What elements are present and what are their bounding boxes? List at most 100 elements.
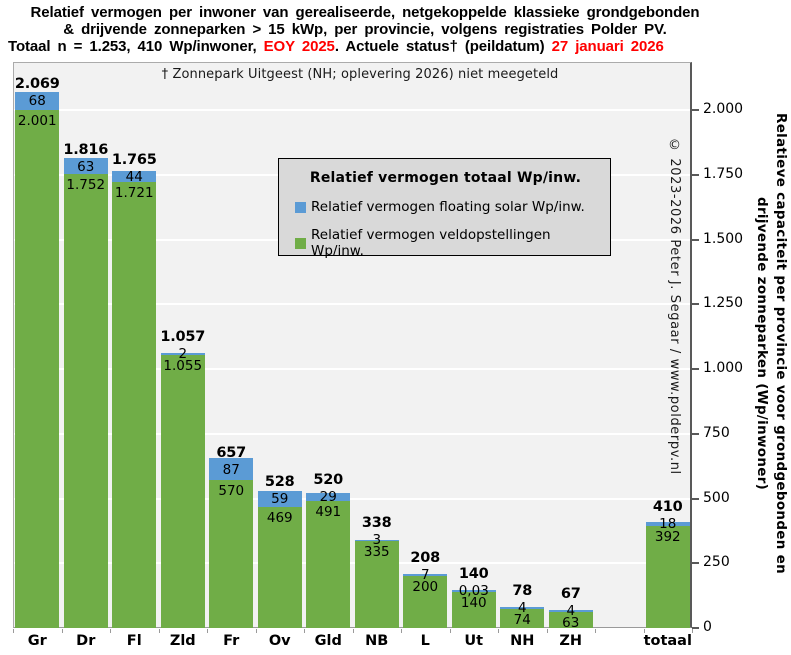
x-label-L: L	[420, 633, 430, 649]
bar-Zld-veld	[160, 354, 205, 628]
bar-Fr-veld-label: 570	[218, 483, 245, 500]
bar-totaal-veld-label: 392	[654, 529, 681, 546]
x-boundary-tick-8	[401, 629, 402, 633]
y-tick-mark-500	[692, 497, 699, 500]
bar-NH-floating-label: 4	[517, 600, 527, 617]
bar-Ov-total-label: 528	[264, 473, 295, 490]
legend-item-floating: Relatief vermogen floating solar Wp/inw.	[295, 199, 596, 215]
bar-L-floating	[403, 574, 448, 577]
x-boundary-tick-5	[255, 629, 257, 633]
bar-Dr-veld-label: 1.752	[66, 177, 106, 194]
bar-Dr-total-label: 1.816	[63, 141, 109, 158]
title-line-2: & drijvende zonneparken > 15 kWp, per pr…	[63, 21, 667, 38]
bar-Ut-floating	[451, 590, 496, 592]
bar-NH-veld-label: 74	[513, 611, 531, 628]
y-tick-label-1.750: 1.750	[703, 165, 744, 182]
x-boundary-tick-12	[595, 629, 596, 633]
bar-Dr-floating	[63, 157, 108, 175]
x-boundary-tick-6	[304, 629, 305, 633]
x-boundary-tick-10	[498, 629, 499, 633]
y-tick-label-1.500: 1.500	[703, 230, 744, 247]
bar-Dr-floating-label: 63	[77, 158, 95, 175]
y-tick-label-0: 0	[703, 619, 712, 635]
bar-totaal-total-label: 410	[652, 499, 683, 516]
y-axis-title-line-2: drijvende zonneparken (Wp/inwoner)	[754, 197, 770, 491]
bar-Ut-veld	[451, 591, 496, 628]
x-boundary-tick-3	[158, 629, 160, 633]
bar-NB-floating	[354, 539, 399, 542]
bar-L-floating-label: 7	[420, 567, 430, 584]
bar-NH-veld	[500, 608, 545, 628]
x-label-Ov: Ov	[268, 633, 291, 649]
y-tick-mark-1.500	[692, 238, 699, 241]
bar-Ov-floating	[257, 491, 302, 507]
x-label-ZH: ZH	[559, 633, 583, 649]
chart-title: Relatief vermogen per inwoner van gereal…	[8, 4, 722, 55]
x-boundary-tick-2	[110, 629, 111, 633]
bar-L-total-label: 208	[410, 550, 441, 567]
bar-Fl-veld-label: 1.721	[114, 185, 154, 202]
bar-ZH-floating-label: 4	[566, 602, 576, 619]
legend-title: Relatief vermogen totaal Wp/inw.	[309, 170, 582, 186]
title-line-1: Relatief vermogen per inwoner van gereal…	[30, 4, 700, 21]
footnote: † Zonnepark Uitgeest (NH; oplevering 202…	[161, 67, 559, 82]
bar-Gr-total-label: 2.069	[14, 76, 60, 93]
x-label-NH: NH	[510, 633, 535, 649]
y-tick-mark-0	[692, 627, 699, 629]
x-label-Gr: Gr	[27, 633, 47, 649]
bar-L-veld-label: 200	[412, 579, 439, 596]
bar-Fl-veld	[112, 182, 157, 628]
y-tick-mark-2.000	[692, 109, 699, 111]
x-boundary-tick-4	[207, 629, 208, 633]
bar-Fl-floating-label: 44	[125, 168, 143, 185]
y-axis-title-line-1: Relatieve capaciteit per provincie voor …	[773, 113, 789, 575]
bar-Ov-floating-label: 59	[271, 490, 289, 507]
legend-swatch-floating-icon	[295, 201, 306, 213]
x-label-NB: NB	[365, 633, 389, 649]
bar-totaal-veld	[645, 526, 690, 628]
bar-Dr-veld	[63, 174, 108, 628]
bar-Gld-veld	[306, 500, 351, 628]
bar-NH-floating	[500, 607, 545, 609]
y-tick-mark-1.750	[692, 173, 699, 176]
bar-Ut-floating-label: 0,03	[458, 582, 489, 599]
bar-Ov-veld-label: 469	[266, 509, 293, 526]
y-tick-mark-1.000	[692, 368, 699, 370]
x-label-totaal: totaal	[643, 633, 692, 649]
bar-NB-veld-label: 335	[363, 544, 390, 561]
x-boundary-tick-7	[352, 629, 354, 633]
y-tick-mark-1.250	[692, 303, 699, 306]
y-tick-label-500: 500	[703, 489, 730, 506]
title-line-3-part-1: EOY 2025	[263, 38, 335, 55]
title-line-3-part-0: Totaal n = 1.253, 410 Wp/inwoner,	[8, 38, 264, 55]
bar-ZH-total-label: 67	[560, 585, 581, 602]
title-line-3-part-2: . Actuele status† (peildatum)	[334, 38, 552, 55]
bar-Zld-total-label: 1.057	[160, 329, 206, 345]
gridline-1000	[14, 368, 690, 370]
bar-Zld-veld-label: 1.055	[163, 357, 203, 374]
bar-Fr-floating	[209, 457, 254, 481]
bar-Gr-veld	[15, 109, 60, 628]
bar-Gr-floating	[15, 92, 60, 110]
x-boundary-tick-0	[13, 629, 14, 633]
bar-totaal-floating-label: 18	[659, 516, 677, 533]
x-label-Dr: Dr	[76, 633, 96, 649]
y-tick-label-250: 250	[703, 554, 730, 571]
y-tick-label-2.000: 2.000	[703, 101, 744, 117]
gridline-2000	[14, 109, 690, 111]
bar-Gr-floating-label: 68	[28, 93, 46, 110]
x-label-Fl: Fl	[126, 633, 142, 649]
bar-totaal-floating	[645, 521, 690, 527]
bar-L-veld	[403, 576, 448, 628]
title-line-3: Totaal n = 1.253, 410 Wp/inwoner, EOY 20…	[8, 38, 722, 55]
legend-swatch-veld-icon	[295, 237, 306, 249]
copyright: © 2023-2026 Peter J. Segaar / www.polder…	[667, 138, 682, 475]
bar-Ut-veld-label: 140	[460, 594, 487, 611]
gridline-500	[14, 497, 690, 500]
gridline-1250	[14, 303, 690, 306]
bar-Fl-floating	[112, 170, 157, 183]
bar-Fl-total-label: 1.765	[111, 151, 157, 168]
x-boundary-tick-1	[61, 629, 63, 633]
gridline-750	[14, 432, 690, 435]
legend-label-veld: Relatief vermogen veldopstellingen Wp/in…	[311, 227, 551, 259]
